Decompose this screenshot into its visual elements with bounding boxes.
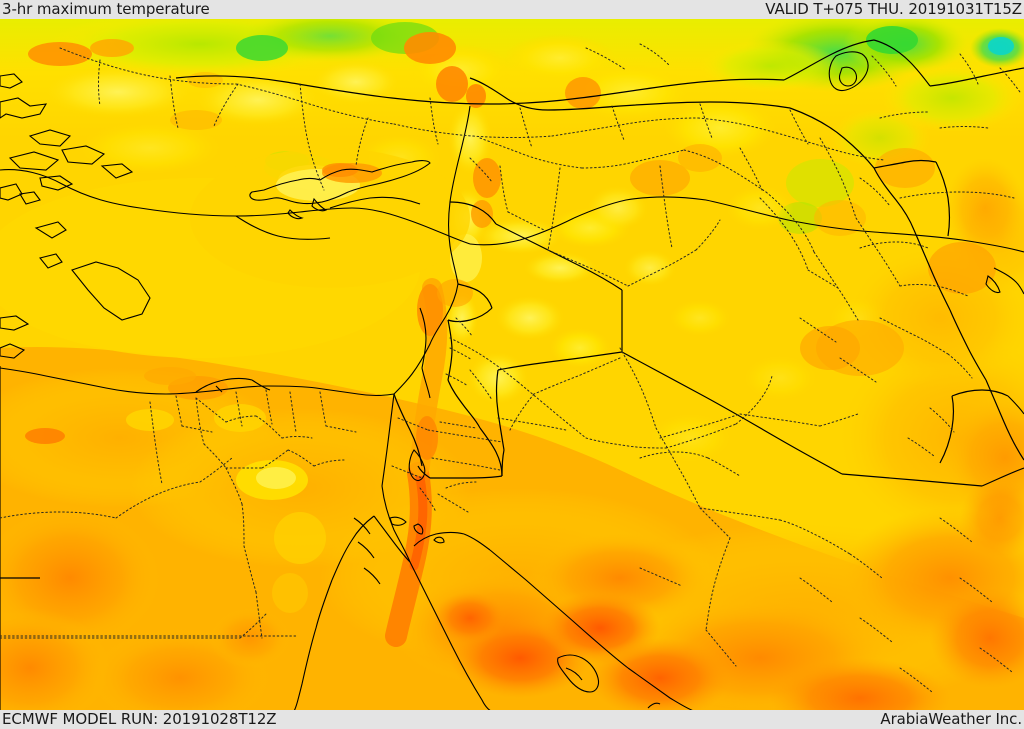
field-hot-south xyxy=(0,158,1024,711)
temperature-field-svg xyxy=(0,18,1024,711)
valid-time-label: VALID T+075 THU. 20191031T15Z xyxy=(765,0,1022,18)
geography-layer xyxy=(0,39,1024,711)
page-title: 3-hr maximum temperature xyxy=(2,0,210,18)
field-mediterranean xyxy=(0,148,470,358)
forecast-map[interactable] xyxy=(0,18,1024,711)
provider-credit: ArabiaWeather Inc. xyxy=(880,710,1022,728)
top-info-bar: 3-hr maximum temperature VALID T+075 THU… xyxy=(0,0,1024,19)
bottom-info-bar: ECMWF MODEL RUN: 20191028T12Z ArabiaWeat… xyxy=(0,710,1024,729)
model-run-label: ECMWF MODEL RUN: 20191028T12Z xyxy=(2,710,277,728)
